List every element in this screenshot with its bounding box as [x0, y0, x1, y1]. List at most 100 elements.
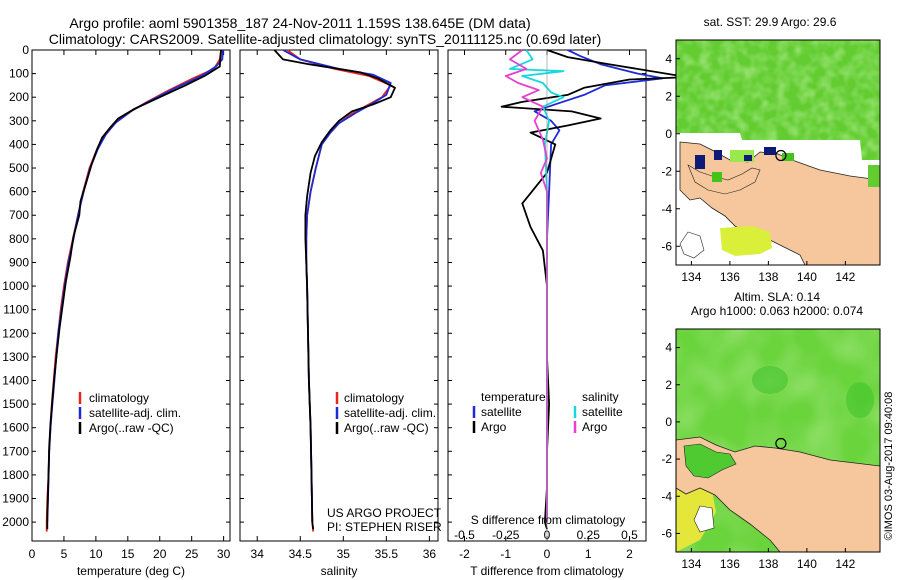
pressure-tick-label: 2000: [2, 515, 29, 529]
salinity-legend-argo: Argo(..raw -QC): [344, 421, 429, 435]
map-ytick-label: -2: [661, 452, 672, 466]
sst-cold-patch-1: [695, 155, 705, 169]
difference-s-satellite-line: [508, 49, 565, 523]
salinity-difference-axis: -0.5 -0.25 0 0.25 0.5: [454, 528, 638, 542]
sla-map-y-axis: 4 2 0 -2 -4 -6: [661, 341, 680, 540]
sla-map-x-axis: 134 136 138 140 142: [681, 548, 856, 571]
sla-map-frame: [675, 328, 881, 553]
pressure-tick-label: 1600: [2, 421, 29, 435]
sla-low-2: [846, 382, 874, 418]
map-xtick-label: 136: [720, 557, 740, 571]
sst-cold-patch-2: [714, 150, 722, 160]
salinity-xtick-label: 35: [337, 547, 351, 561]
map-xtick-label: 142: [835, 557, 855, 571]
aru-islands: [679, 231, 705, 259]
salinity-legend-climatology: climatology: [344, 391, 404, 405]
temperature-x-axis: 0 5 10 15 20 25 30: [29, 50, 231, 561]
map-xtick-label: 138: [758, 557, 778, 571]
map-xtick-label: 136: [720, 270, 740, 284]
pressure-tick-label: 900: [9, 255, 29, 269]
sst-map-y-axis: 4 2 0 -2 -4 -6: [661, 52, 680, 253]
sla-aru-islands: [693, 505, 715, 533]
map-ytick-label: -4: [661, 489, 672, 503]
temperature-legend-satellite: satellite-adj. clim.: [89, 406, 181, 420]
sst-map-title: sat. SST: 29.9 Argo: 29.6: [704, 15, 837, 29]
pressure-tick-label: 200: [9, 90, 29, 104]
difference-s-argo-line: [504, 49, 548, 523]
pressure-tick-label: 1100: [3, 303, 29, 317]
pressure-tick-label: 0: [22, 43, 29, 57]
legend-header-temperature: temperature: [481, 390, 546, 404]
t-difference-x-label: T difference from climatology: [470, 564, 624, 578]
temperature-satellite-adj-clim--line: [46, 49, 224, 523]
sst-float-marker: [775, 149, 787, 162]
map-ytick-label: 2: [665, 89, 672, 103]
salinity-argo-raw-qc--line: [273, 49, 396, 530]
s-difference-tick-label: 0.25: [577, 528, 601, 542]
sst-coastal-patch-3: [782, 153, 794, 161]
difference-xtick-label: 2: [626, 547, 633, 561]
map-ytick-label: 0: [665, 415, 672, 429]
pressure-tick-label: 600: [9, 185, 29, 199]
difference-xtick-label: 1: [585, 547, 592, 561]
difference-xtick-label: -1: [500, 547, 511, 561]
salinity-frame: [239, 49, 439, 542]
salinity-series: [273, 49, 396, 532]
salinity-x-label: salinity: [321, 564, 358, 578]
difference-xtick-label: 0: [544, 547, 551, 561]
sst-map-image: [676, 40, 880, 265]
salinity-x-axis: 34 34.5 35 35.5 36: [251, 50, 436, 561]
temperature-xtick-label: 10: [89, 547, 103, 561]
pressure-tick-label: 100: [9, 67, 29, 81]
salinity-xtick-label: 34.5: [289, 547, 313, 561]
figure-title-line1: Argo profile: aoml 5901358_187 24-Nov-20…: [69, 15, 530, 31]
pressure-tick-label: 400: [9, 137, 29, 151]
temperature-xtick-label: 30: [217, 547, 231, 561]
map-xtick-label: 140: [797, 557, 817, 571]
sla-map-panel: Altim. SLA: 0.14 Argo h1000: 0.063 h2000…: [661, 290, 881, 571]
pressure-tick-label: 1300: [2, 350, 29, 364]
pressure-tick-label: 1500: [2, 397, 29, 411]
temperature-panel: 0100200300400500600700800900100011001200…: [2, 43, 230, 578]
map-ytick-label: 2: [665, 378, 672, 392]
difference-xtick-label: -2: [459, 547, 470, 561]
map-xtick-label: 134: [681, 270, 701, 284]
pressure-tick-label: 1400: [2, 373, 29, 387]
legend-header-salinity: salinity: [582, 390, 619, 404]
sla-map-title-line1: Altim. SLA: 0.14: [734, 290, 820, 304]
temperature-climatology-line: [45, 49, 222, 532]
temperature-legend-climatology: climatology: [89, 391, 149, 405]
sst-cold-patch-4: [744, 155, 752, 161]
sla-map-image: [676, 329, 880, 552]
map-ytick-label: 4: [665, 341, 672, 355]
pressure-tick-label: 1900: [2, 492, 29, 506]
pressure-tick-label: 1700: [2, 444, 29, 458]
salinity-satellite-adj-clim--line: [282, 49, 392, 523]
pressure-tick-label: 700: [9, 208, 29, 222]
legend-s-argo: Argo: [582, 420, 608, 434]
pressure-axis: 0 100 200 300 400 500 600 700 800 900 1000 1100 1200…: [2, 43, 29, 529]
difference-t-argo-line: [500, 49, 689, 530]
temperature-xtick-label: 0: [29, 547, 36, 561]
sla-low-1: [752, 366, 788, 394]
legend-s-satellite: satellite: [582, 405, 623, 419]
pressure-tick-label: 1800: [2, 468, 29, 482]
map-ytick-label: -2: [661, 164, 672, 178]
temperature-x-label: temperature (deg C): [77, 564, 185, 578]
temperature-xtick-label: 5: [61, 547, 68, 561]
legend-t-satellite: satellite: [481, 405, 522, 419]
map-xtick-label: 142: [835, 270, 855, 284]
salinity-xtick-label: 35.5: [375, 547, 399, 561]
sst-map-panel: sat. SST: 29.9 Argo: 29.6 134 136 138 140 14…: [661, 15, 881, 284]
figure-title-line2: Climatology: CARS2009. Satellite-adjuste…: [49, 31, 602, 47]
map-ytick-label: -6: [661, 239, 672, 253]
map-xtick-label: 138: [758, 270, 778, 284]
pressure-tick-label: 500: [9, 161, 29, 175]
legend-t-argo: Argo: [481, 420, 507, 434]
temperature-series: [45, 49, 224, 532]
pressure-tick-label: 300: [9, 114, 29, 128]
difference-legend: temperature salinity satellite Argo sate…: [472, 390, 623, 434]
sst-map-frame: [675, 39, 881, 266]
map-ytick-label: 4: [665, 52, 672, 66]
